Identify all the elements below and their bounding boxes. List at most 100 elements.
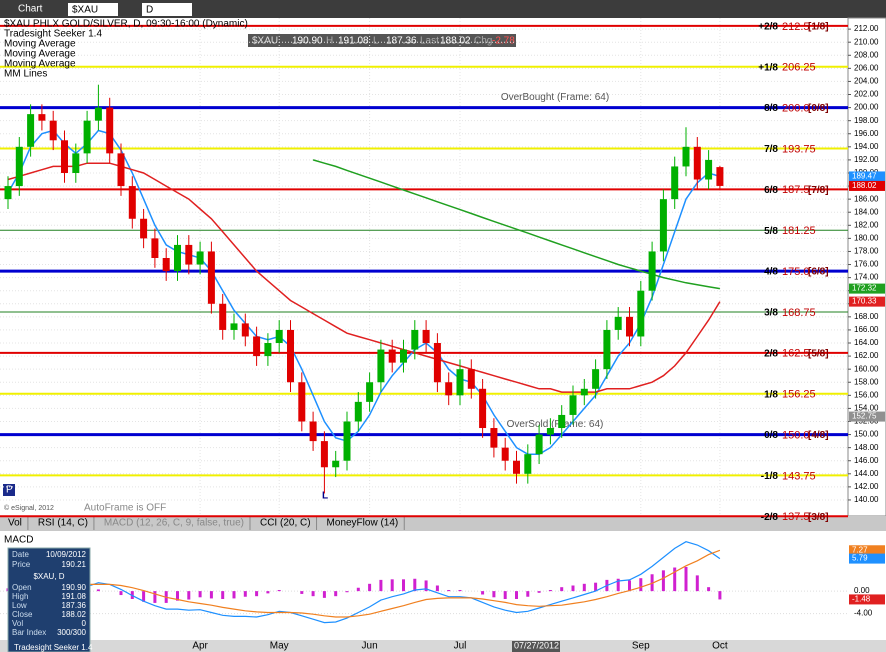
candle-body [637,290,645,337]
murrey-name: 8/8 [764,103,778,114]
legend-entry: Tradesight Seeker 1.4 [4,29,102,40]
murrey-value: 156.25 [782,389,816,401]
murrey-name: +2/8 [758,21,778,32]
data-window-value: 190.21 [62,560,87,569]
legend-entry: Moving Average [4,59,76,70]
histogram-bar [209,591,213,599]
histogram-bar [503,591,507,599]
candle-body [151,238,159,258]
y-tick-label: 180.00 [854,233,879,242]
candle-body [332,460,340,468]
legend-entry: MM Lines [4,69,47,80]
candle-body [659,199,667,252]
murrey-value: 168.75 [782,307,816,319]
y-tick-label: 204.00 [854,77,879,86]
y-tick-label: 196.00 [854,129,879,138]
signal-line [8,549,721,618]
murrey-name: 5/8 [764,226,778,237]
murrey-name: 0/8 [764,430,778,441]
data-window-value: 190.90 [62,583,87,592]
histogram-bar [379,579,383,592]
histogram-bar [515,591,518,599]
histogram-bar [447,589,451,592]
y-tick-label: 182.00 [854,220,879,229]
candle-body [682,146,690,167]
y-tick-label: 150.00 [854,430,879,439]
legend-entry: Moving Average [4,49,76,60]
histogram-bar [232,591,236,599]
murrey-value: 200.0 [782,102,810,114]
y-tick-label: 160.00 [854,364,879,373]
histogram-bar [458,589,462,592]
murrey-tag: [1/8] [808,21,829,32]
y-tick-label: 142.00 [854,482,879,491]
murrey-value: 137.5 [782,511,810,523]
murrey-value: 150.0 [782,429,810,441]
quote-change: -2.78 [492,36,515,47]
candle-body [501,447,509,461]
murrey-tag: [0/8] [808,103,829,114]
data-window-value: 191.08 [62,592,87,601]
histogram-bar [718,591,722,600]
quote-last: 188.02 [440,36,471,47]
price-tag-label: 188.02 [852,181,877,190]
histogram-bar [368,583,372,592]
symbol-input[interactable]: $XAU [72,5,98,16]
candle-body [490,428,498,448]
symbol-box[interactable] [68,3,118,16]
interval-box[interactable] [142,3,192,16]
y-tick-label: 178.00 [854,247,879,256]
murrey-tag: [6/8] [808,267,829,278]
legend-entry: $XAU PHLX GOLD/SILVER, D, 09:30-16:00 (D… [4,19,248,30]
window-title: Chart [18,4,43,15]
murrey-name: 3/8 [764,308,778,319]
quote-change-label: Chg [474,36,492,47]
price-tag-label: 172.32 [852,284,877,293]
murrey-value: 162.5 [782,348,810,360]
histogram-bar [481,591,485,595]
candle-body [366,382,374,402]
candle-body [546,428,554,435]
candle-body [49,120,57,141]
histogram-bar [345,591,349,593]
indicator-tab[interactable]: Vol [8,518,22,529]
murrey-tag: [5/8] [808,348,829,359]
price-tag-label: 152.75 [852,412,877,421]
price-panel-bg [0,18,886,516]
data-window-label: Bar Index [12,628,46,637]
candle-body [388,349,396,363]
indicator-tab[interactable]: CCI (20, C) [260,518,311,529]
candle-body [558,414,566,429]
x-tick-label: Apr [192,641,208,652]
candle-body [61,140,68,173]
murrey-name: 2/8 [764,348,778,359]
indicator-tab[interactable]: MoneyFlow (14) [327,518,399,529]
candle-body [140,218,148,239]
candle-body [705,159,713,180]
y-tick-label: 206.00 [854,63,879,72]
murrey-name: 7/8 [764,144,778,155]
indicator-tab[interactable]: MACD (12, 26, C, 9, false, true) [104,518,244,529]
murrey-value: 143.75 [782,470,816,482]
murrey-value: 206.25 [782,62,816,74]
histogram-bar [673,567,677,592]
legend-entry: Moving Average [4,39,76,50]
indicator-tab[interactable]: RSI (14, C) [38,518,88,529]
histogram-bar [582,583,586,592]
murrey-note: OverBought (Frame: 64) [501,92,609,103]
candle-body [320,441,328,468]
p-marker: P [6,485,13,496]
candle-body [83,120,91,154]
value-tag-label: 5.79 [852,554,868,563]
value-tag-label: -1.48 [852,595,871,604]
candle-body [603,329,611,370]
time-axis-bg [0,640,886,652]
quote-high: 191.08 [338,36,369,47]
histogram-bar [402,579,405,592]
copyright: © eSignal, 2012 [4,504,54,512]
price-tag [849,411,885,422]
murrey-tag: [3/8] [808,512,829,523]
interval-input[interactable]: D [146,5,153,16]
quote-symbol: $XAU [252,36,278,47]
value-tag-label: 7.27 [852,545,868,554]
